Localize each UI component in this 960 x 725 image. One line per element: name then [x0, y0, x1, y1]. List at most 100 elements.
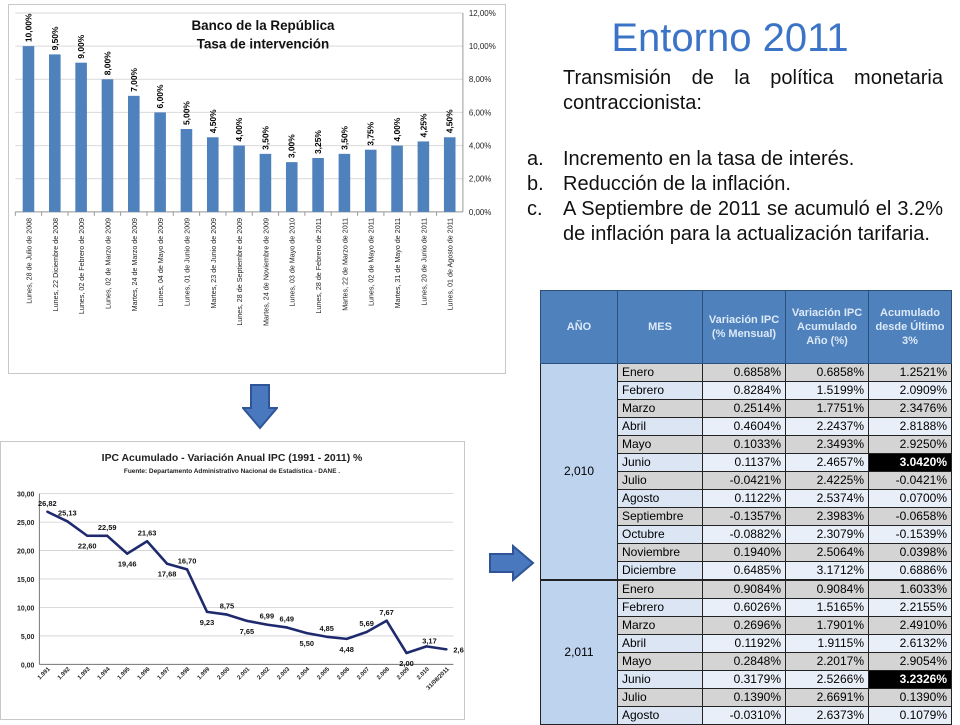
- x-tick-label: 1.991: [37, 666, 52, 681]
- data-label: 6,49: [280, 614, 294, 623]
- list-item: c. A Septiembre de 2011 se acumuló el 3.…: [527, 197, 943, 247]
- list-text: A Septiembre de 2011 se acumuló el 3.2% …: [563, 198, 943, 245]
- ytd-cell: 2.3983%: [785, 507, 869, 526]
- x-tick-label: 1.998: [177, 666, 192, 681]
- month-cell: Mayo: [617, 435, 703, 454]
- month-cell: Agosto: [617, 706, 703, 725]
- data-label: 4,50%: [445, 109, 455, 133]
- y-tick-label: 12,00%: [469, 9, 496, 18]
- data-label: 22,59: [98, 523, 117, 532]
- list-text: Reducción de la inflación.: [563, 173, 791, 195]
- month-cell: Noviembre: [617, 543, 703, 562]
- data-label: 17,68: [158, 570, 177, 579]
- month-cell: Octubre: [617, 525, 703, 544]
- year-cell: 2,010: [540, 363, 618, 581]
- since-3pct-cell: 2.9250%: [868, 435, 952, 454]
- table-body: 2,010 Enero 0.6858% 0.6858% 1.2521% Febrero 0.…: [540, 363, 952, 725]
- x-tick-label: 1.992: [57, 666, 72, 681]
- data-point: [425, 645, 428, 648]
- table-row: Junio 0.1137% 2.4657% 3.0420%: [541, 453, 952, 472]
- since-3pct-cell: 2.0909%: [868, 381, 952, 400]
- data-point: [185, 568, 189, 571]
- x-tick-label: Martes, 24 de Marzo de 2009: [131, 218, 139, 312]
- x-tick-label: 2.002: [256, 666, 271, 681]
- year-cell: 2,011: [540, 579, 618, 725]
- monthly-cell: -0.0882%: [702, 525, 786, 544]
- since-3pct-cell: 0.0398%: [868, 543, 952, 562]
- y-tick-label: 15,00: [17, 577, 35, 584]
- x-tick-label: Lunes, 02 de Febrero de 2009: [78, 218, 86, 314]
- since-3pct-cell: 1.2521%: [868, 363, 952, 382]
- data-label: 4,00%: [234, 117, 244, 141]
- since-3pct-cell: 3.0420%: [868, 453, 952, 472]
- data-label: 3,50%: [260, 125, 270, 149]
- since-3pct-cell: 2.2155%: [868, 598, 952, 617]
- y-tick-label: 4,00%: [469, 142, 492, 151]
- ytd-cell: 0.6858%: [785, 363, 869, 382]
- since-3pct-cell: 1.6033%: [868, 579, 952, 599]
- data-label: 2,00: [399, 659, 413, 668]
- ytd-cell: 1.7751%: [785, 399, 869, 418]
- data-point: [365, 630, 368, 634]
- data-label: 5,00%: [181, 101, 191, 125]
- monthly-cell: 0.1122%: [702, 489, 786, 508]
- ipc-line-chart: IPC Acumulado - Variación Anual IPC (199…: [0, 441, 465, 720]
- monthly-cell: 0.6858%: [702, 363, 786, 382]
- x-tick-label: Lunes, 02 de Marzo de 2009: [104, 218, 112, 309]
- data-label: 3,50%: [339, 125, 349, 149]
- data-label: 16,70: [178, 556, 197, 565]
- data-point: [245, 619, 249, 623]
- x-tick-label: Lunes, 28 de Julio de 2008: [25, 218, 33, 304]
- month-cell: Abril: [617, 634, 703, 653]
- col-header-mensual: Variación IPC (% Mensual): [702, 290, 786, 364]
- list-marker: c.: [527, 198, 543, 220]
- table-row: Octubre -0.0882% 2.3079% -0.1539%: [541, 525, 952, 544]
- x-tick-label: 1.997: [157, 666, 172, 681]
- col-header-acumulado: Variación IPC Acumulado Año (%): [785, 290, 869, 364]
- ytd-cell: 2.5266%: [785, 670, 869, 689]
- x-tick-label: Lunes, 20 de Junio de 2011: [420, 218, 428, 306]
- monthly-cell: 0.1192%: [702, 634, 786, 653]
- month-cell: Septiembre: [617, 507, 703, 526]
- table-row: Febrero 0.8284% 1.5199% 2.0909%: [541, 381, 952, 400]
- since-3pct-cell: 3.2326%: [868, 670, 952, 689]
- data-point: [405, 651, 408, 655]
- table-row: Julio 0.1390% 2.6691% 0.1390%: [541, 688, 952, 707]
- x-tick-label: 2.007: [356, 666, 371, 681]
- data-label: 3,25%: [313, 130, 323, 154]
- data-label: 4,50%: [208, 109, 218, 133]
- y-tick-label: 25,00: [17, 520, 35, 527]
- since-3pct-cell: 0.6886%: [868, 561, 952, 581]
- data-label: 26,82: [38, 499, 57, 508]
- ytd-cell: 3.1712%: [785, 561, 869, 581]
- month-cell: Julio: [617, 471, 703, 490]
- col-header-desde: Acumulado desde Último 3%: [868, 290, 952, 364]
- data-label: 5,50: [300, 639, 314, 648]
- month-cell: Mayo: [617, 652, 703, 671]
- data-label: 3,17: [422, 636, 436, 645]
- x-tick-label: Lunes, 28 de Febrero de 2011: [315, 218, 323, 314]
- x-tick-label: 2.010: [416, 666, 431, 681]
- bar: [75, 62, 87, 212]
- data-point: [165, 562, 169, 565]
- ytd-cell: 1.7901%: [785, 616, 869, 635]
- monthly-cell: -0.1357%: [702, 507, 786, 526]
- intro-paragraph: Transmisión de la política monetaria con…: [563, 67, 943, 114]
- data-point: [265, 623, 269, 626]
- intro-text: Transmisión de la política monetaria con…: [563, 66, 943, 116]
- x-tick-label: 2.009: [396, 666, 411, 681]
- col-header-ano: AÑO: [540, 290, 618, 364]
- x-tick-label: 2.006: [336, 666, 351, 681]
- bar: [312, 158, 324, 212]
- chart-subtitle: Fuente: Departamento Administrativo Naci…: [124, 468, 340, 475]
- monthly-cell: -0.0310%: [702, 706, 786, 725]
- x-tick-label: Lunes, 03 de Mayo de 2010: [289, 218, 297, 307]
- data-point: [225, 613, 229, 616]
- since-3pct-cell: 0.0700%: [868, 489, 952, 508]
- bar: [154, 112, 166, 212]
- data-point: [325, 635, 328, 638]
- month-cell: Junio: [617, 453, 703, 472]
- policy-rate-bar-chart: 0,00% 2,00% 4,00% 6,00% 8,00% 10,00% 12,00% 10,…: [8, 4, 506, 374]
- data-label: 5,69: [359, 619, 373, 628]
- monthly-cell: 0.6485%: [702, 561, 786, 581]
